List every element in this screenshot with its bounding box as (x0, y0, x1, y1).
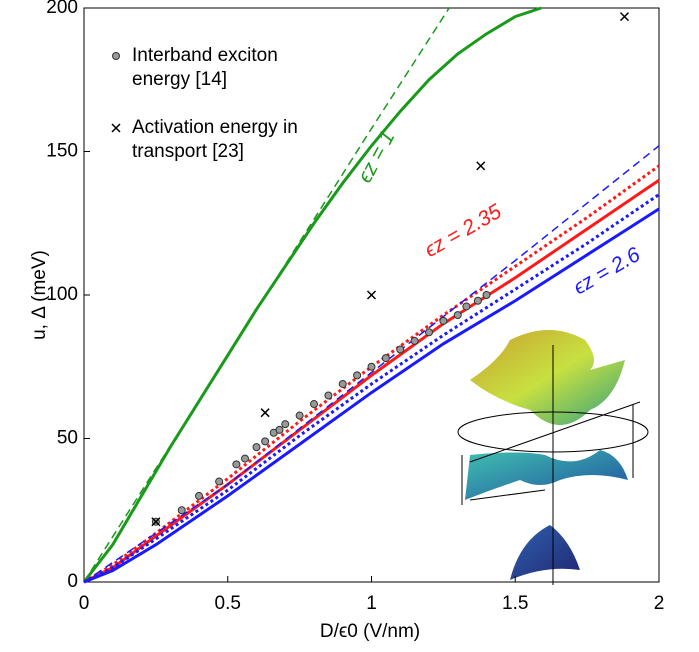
inset-axis (469, 489, 546, 501)
scatter-point (453, 311, 462, 320)
x-tick-label: 1.5 (502, 593, 528, 614)
inset-band (470, 330, 625, 425)
legend-label: Activation energy in transport [23] (132, 117, 298, 162)
inset (457, 330, 649, 585)
line-series (83, 164, 660, 584)
annotation: ϵz = 1 (353, 127, 399, 187)
scatter-point (353, 371, 362, 380)
scatter-point (439, 316, 448, 325)
legend-marker (112, 52, 120, 60)
scatter-point (381, 354, 390, 363)
x-tick-label: 0 (79, 593, 90, 614)
scatter-point (195, 491, 203, 500)
line-series (83, 178, 660, 584)
inset-axis (469, 401, 641, 463)
scatter-point (396, 345, 405, 354)
scatter-point (324, 391, 333, 400)
line-series (83, 7, 450, 583)
scatter-point (281, 420, 290, 429)
x-axis-label: D/ϵ0 (V/nm) (320, 621, 420, 642)
scatter-point (295, 411, 304, 420)
scatter-point (177, 506, 186, 515)
legend-label: Interband exciton energy [14] (132, 45, 278, 90)
y-tick-label: 200 (46, 0, 78, 18)
scatter-point (476, 161, 486, 171)
scatter-point (260, 408, 270, 418)
line-series (83, 193, 660, 584)
scatter-point (619, 12, 630, 22)
scatter-point (338, 379, 347, 388)
scatter-point (310, 400, 318, 409)
line-series (82, 6, 542, 583)
scatter-point (275, 425, 284, 434)
annotation: ϵz = 2.6 (569, 243, 644, 300)
y-tick-label: 150 (46, 141, 78, 162)
scatter-point (473, 296, 482, 305)
scatter-point (215, 477, 224, 486)
scatter-point (151, 517, 161, 527)
scatter-point (462, 302, 471, 311)
scatter-point (367, 362, 376, 371)
line-series (83, 145, 660, 583)
scatter-point (366, 290, 377, 300)
scatter-point (425, 328, 433, 337)
inset-band (465, 450, 628, 500)
inset-band (510, 525, 580, 580)
scatter-point (261, 437, 270, 446)
y-tick-label: 50 (57, 428, 78, 449)
x-tick-label: 0.5 (215, 593, 241, 614)
scatter-point (241, 454, 249, 463)
scatter-point (252, 443, 261, 452)
y-axis-label: u, Δ (meV) (29, 250, 50, 340)
scatter-point (482, 291, 491, 299)
legend-marker (111, 123, 121, 133)
x-tick-label: 1 (366, 593, 377, 614)
annotation: ϵz = 2.35 (421, 200, 506, 262)
y-tick-label: 0 (67, 571, 78, 592)
scatter-point (410, 336, 419, 345)
x-tick-label: 2 (654, 593, 665, 614)
scatter-point (232, 460, 241, 469)
y-tick-label: 100 (46, 284, 78, 305)
line-series (83, 207, 660, 584)
